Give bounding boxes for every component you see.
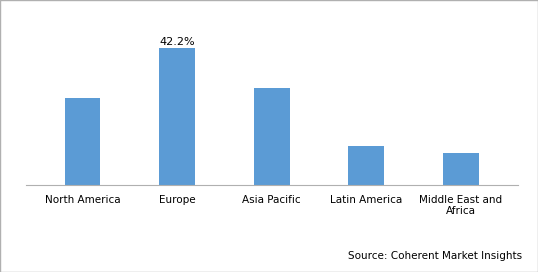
Bar — [348, 146, 384, 185]
Bar — [159, 48, 195, 185]
Bar — [443, 153, 479, 185]
Text: 42.2%: 42.2% — [159, 37, 195, 47]
Bar — [254, 88, 289, 185]
Text: Source: Coherent Market Insights: Source: Coherent Market Insights — [348, 251, 522, 261]
Bar — [65, 98, 101, 185]
